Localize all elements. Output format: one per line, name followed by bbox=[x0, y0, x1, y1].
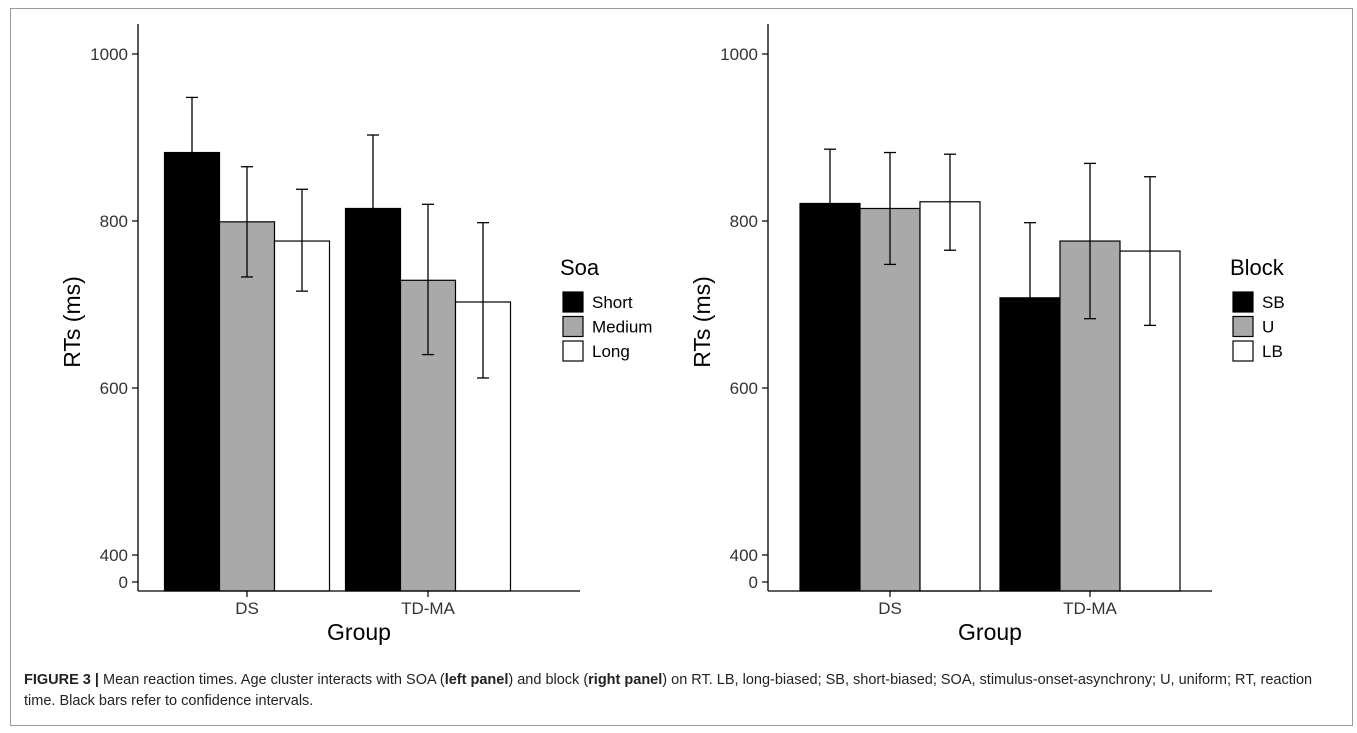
x-axis-title: Group bbox=[327, 619, 391, 645]
caption-bold-right-panel: right panel bbox=[588, 672, 663, 688]
caption-bold-left-panel: left panel bbox=[444, 672, 509, 688]
bar-sb-ds bbox=[799, 202, 861, 592]
y-tick-label-600: 600 bbox=[100, 379, 128, 398]
error-bar-long-ds bbox=[296, 188, 308, 292]
x-tick-label-ds: DS bbox=[878, 599, 902, 618]
error-bar-u-ds bbox=[884, 151, 896, 266]
legend: Block SB U LB bbox=[1230, 255, 1285, 362]
error-bar-short-ds bbox=[186, 96, 198, 266]
y-tick-label-1000: 1000 bbox=[90, 45, 128, 64]
caption-text-3: ) on RT. LB, long-biased; SB, short-bias… bbox=[24, 672, 1313, 709]
bar-lb-ds bbox=[919, 201, 981, 592]
y-axis-title: RTs (ms) bbox=[59, 276, 85, 368]
legend-label-sb: SB bbox=[1262, 293, 1285, 312]
legend-title: Block bbox=[1230, 255, 1285, 280]
figure-caption: FIGURE 3 | Mean reaction times. Age clus… bbox=[24, 670, 1334, 712]
legend-label-short: Short bbox=[592, 293, 633, 312]
y-tick-label-400: 400 bbox=[100, 546, 128, 565]
error-bar-lb-td-ma bbox=[1144, 176, 1156, 327]
x-axis-title: Group bbox=[958, 619, 1022, 645]
legend-title: Soa bbox=[560, 255, 600, 280]
x-tick-label-td-ma: TD-MA bbox=[1063, 599, 1117, 618]
error-bar-short-td-ma bbox=[367, 134, 379, 283]
legend-key-lb bbox=[1232, 340, 1254, 362]
legend-label-u: U bbox=[1262, 318, 1274, 337]
y-axis-title: RTs (ms) bbox=[689, 276, 715, 368]
y-tick-label-1000: 1000 bbox=[720, 45, 758, 64]
legend-label-lb: LB bbox=[1262, 342, 1283, 361]
x-tick-label-td-ma: TD-MA bbox=[401, 599, 455, 618]
y-tick-label-0: 0 bbox=[119, 573, 128, 592]
caption-text-1: Mean reaction times. Age cluster interac… bbox=[98, 672, 445, 688]
legend-key-long bbox=[562, 340, 584, 362]
caption-label: FIGURE 3 | bbox=[24, 672, 99, 688]
y-tick-label-800: 800 bbox=[730, 212, 758, 231]
bar-long-ds bbox=[273, 240, 331, 592]
bar-u-ds bbox=[859, 207, 921, 592]
caption-text-2: ) and block ( bbox=[508, 672, 589, 688]
chart-panel-2: 0 400 600 800 1000 DS TD-MA Group RTs (ms) Block S… bbox=[689, 24, 1285, 645]
legend-key-medium bbox=[562, 315, 584, 338]
error-bar-sb-td-ma bbox=[1024, 222, 1036, 372]
error-bar-long-td-ma bbox=[477, 222, 489, 379]
legend: Soa Short Medium Long bbox=[560, 255, 652, 362]
error-bar-medium-td-ma bbox=[422, 203, 434, 356]
figure-frame bbox=[10, 8, 1353, 726]
error-bar-sb-ds bbox=[824, 148, 836, 260]
y-tick-label-400: 400 bbox=[730, 546, 758, 565]
legend-key-u bbox=[1232, 315, 1254, 338]
error-bar-u-td-ma bbox=[1084, 162, 1096, 320]
chart-panel-1: 0 400 600 800 1000 DS TD-MA Group RTs (ms) Soa Sho… bbox=[59, 24, 652, 645]
legend-label-long: Long bbox=[592, 342, 630, 361]
error-bar-lb-ds bbox=[944, 153, 956, 251]
legend-key-sb bbox=[1232, 291, 1254, 313]
x-tick-label-ds: DS bbox=[235, 599, 259, 618]
y-tick-label-800: 800 bbox=[100, 212, 128, 231]
error-bar-medium-ds bbox=[241, 166, 253, 278]
legend-label-medium: Medium bbox=[592, 318, 652, 337]
legend-key-short bbox=[562, 291, 584, 313]
y-tick-label-600: 600 bbox=[730, 379, 758, 398]
y-tick-label-0: 0 bbox=[749, 573, 758, 592]
